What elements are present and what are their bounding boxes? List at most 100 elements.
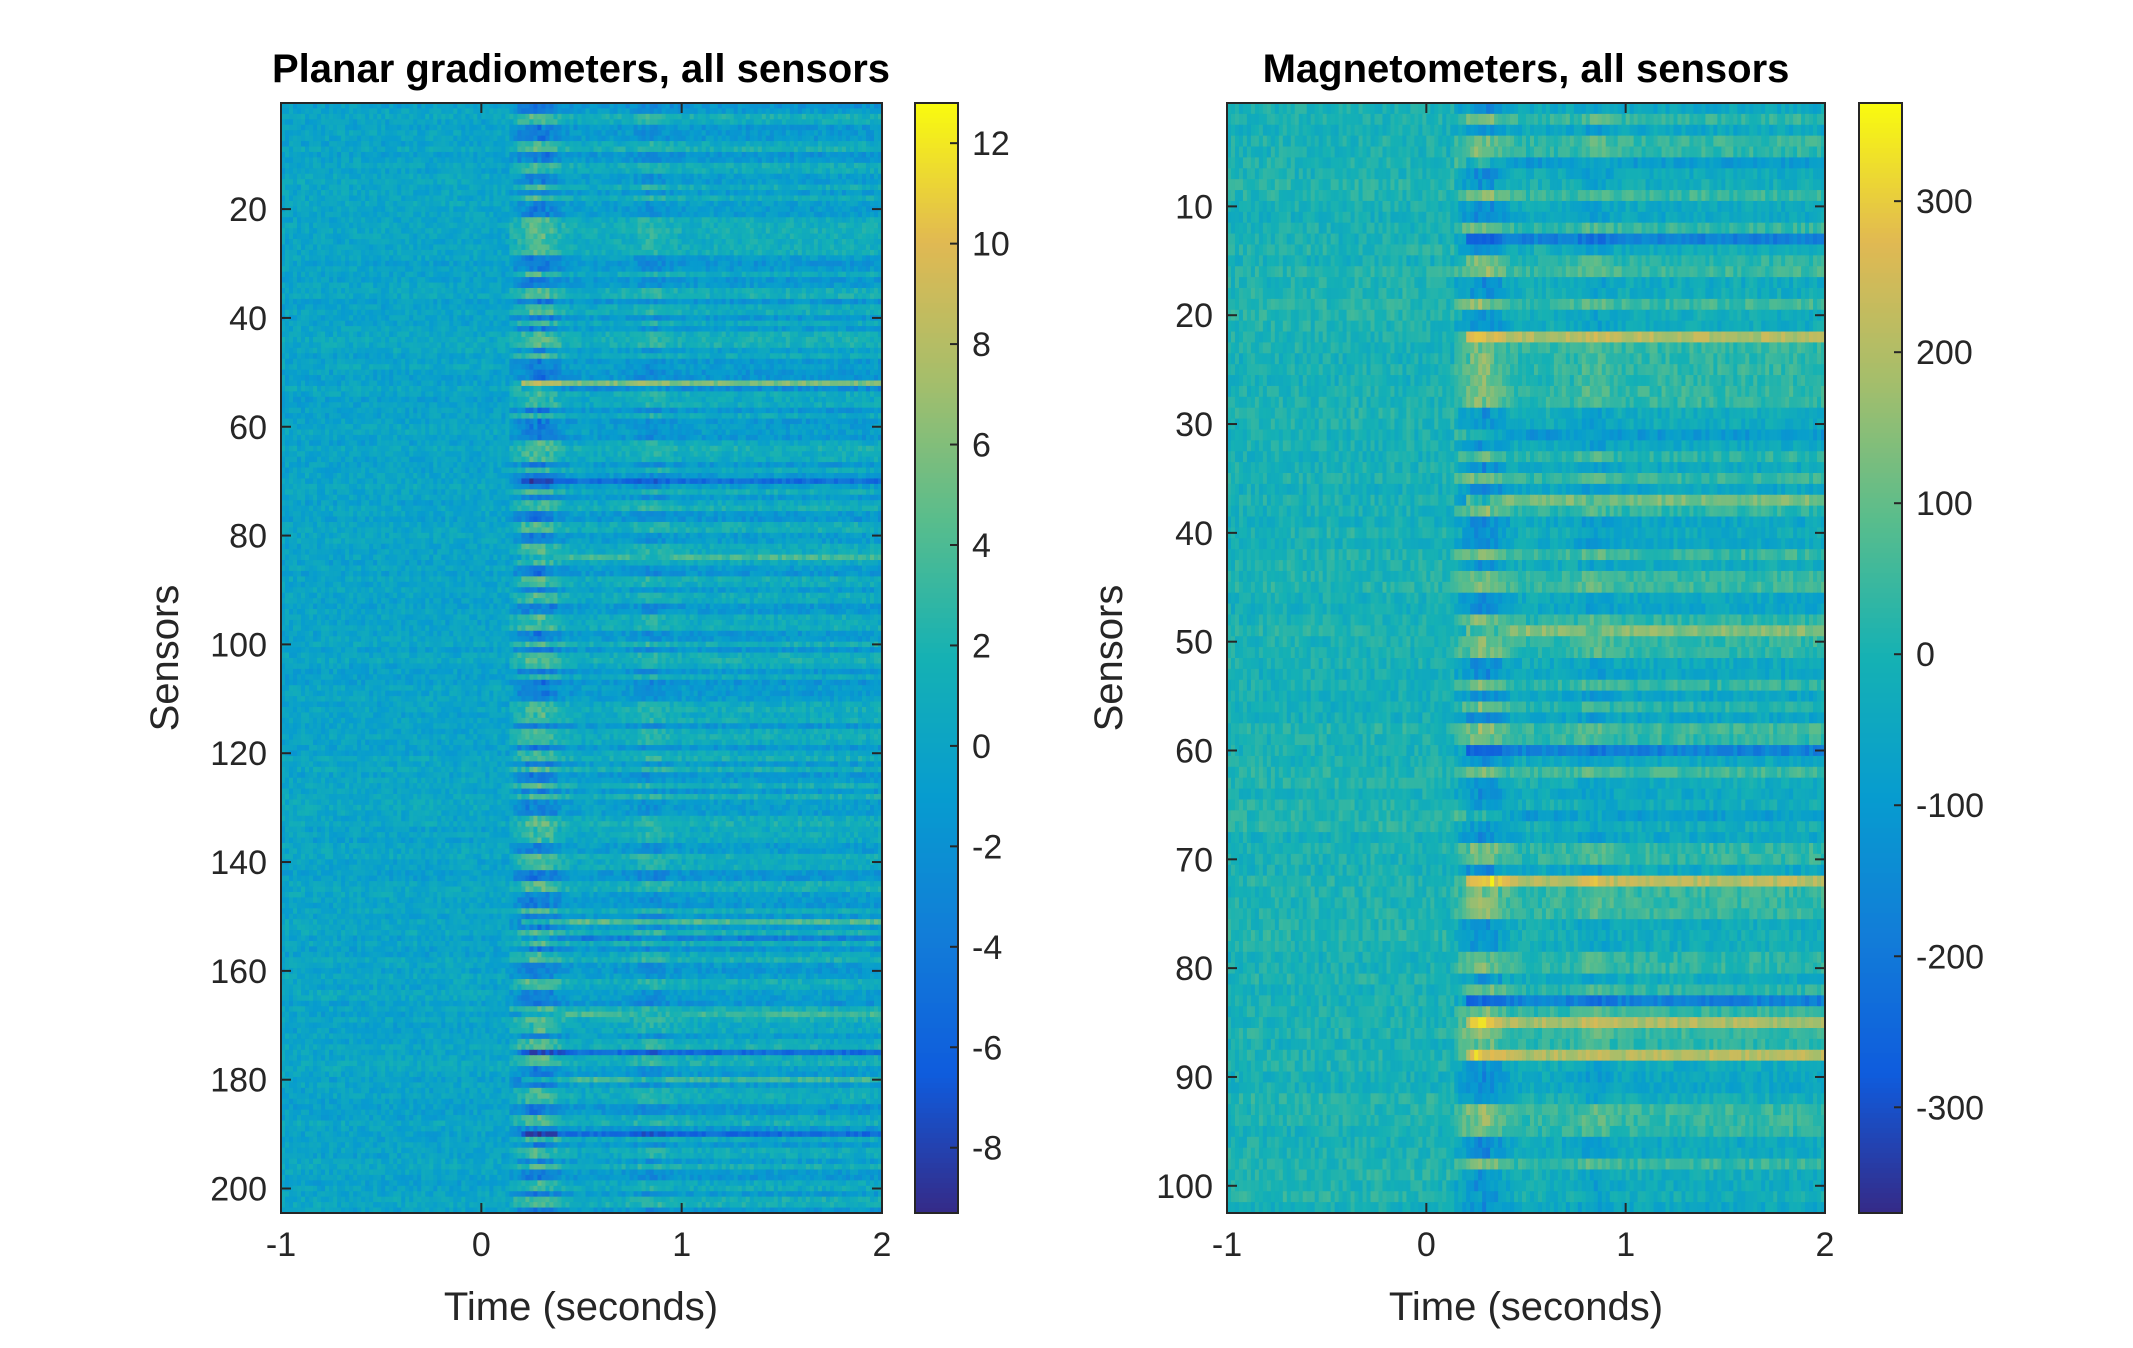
heatmap-cell	[317, 277, 322, 283]
heatmap-cell	[634, 266, 639, 272]
heatmap-cell	[822, 277, 827, 283]
heatmap-cell	[810, 206, 815, 212]
heatmap-cell	[349, 163, 354, 169]
heatmap-cell	[626, 206, 631, 212]
heatmap-cell	[333, 152, 338, 158]
heatmap-cell	[517, 125, 522, 131]
heatmap-cell	[517, 201, 522, 207]
heatmap-cell	[461, 217, 466, 223]
heatmap-cell	[389, 255, 394, 261]
heatmap-cell	[626, 190, 631, 196]
heatmap-cell	[802, 130, 807, 136]
heatmap-cell	[429, 179, 434, 185]
heatmap-cell	[842, 190, 847, 196]
heatmap-cell	[790, 196, 795, 202]
heatmap-cell	[461, 244, 466, 250]
heatmap-cell	[309, 272, 314, 278]
heatmap-cell	[730, 250, 735, 256]
heatmap-cell	[626, 266, 631, 272]
heatmap-cell	[870, 255, 875, 261]
heatmap-cell	[449, 119, 454, 125]
heatmap-cell	[317, 147, 322, 153]
heatmap-cell	[702, 179, 707, 185]
heatmap-cell	[842, 130, 847, 136]
heatmap-cell	[718, 190, 723, 196]
heatmap-cell	[457, 163, 462, 169]
heatmap-cell	[750, 147, 755, 153]
heatmap-cell	[425, 206, 430, 212]
heatmap-cell	[457, 130, 462, 136]
heatmap-cell	[413, 272, 418, 278]
heatmap-cell	[449, 206, 454, 212]
heatmap-cell	[690, 125, 695, 131]
heatmap-cell	[646, 163, 651, 169]
heatmap-cell	[626, 179, 631, 185]
heatmap-cell	[750, 261, 755, 267]
heatmap-cell	[594, 234, 599, 240]
heatmap-cell	[305, 136, 310, 142]
heatmap-cell	[429, 190, 434, 196]
heatmap-cell	[525, 277, 530, 283]
heatmap-cell	[545, 272, 550, 278]
heatmap-cell	[774, 168, 779, 174]
heatmap-cell	[686, 119, 691, 125]
heatmap-cell	[485, 255, 490, 261]
heatmap-cell	[321, 272, 326, 278]
heatmap-cell	[369, 130, 374, 136]
heatmap-cell	[557, 174, 562, 180]
heatmap-cell	[449, 141, 454, 147]
heatmap-cell	[381, 185, 386, 191]
heatmap-cell	[309, 108, 314, 114]
heatmap-cell	[401, 125, 406, 131]
heatmap-cell	[437, 147, 442, 153]
heatmap-cell	[481, 114, 486, 120]
heatmap-cell	[509, 196, 514, 202]
heatmap-cell	[425, 266, 430, 272]
heatmap-cell	[405, 228, 410, 234]
heatmap-cell	[425, 125, 430, 131]
heatmap-cell	[762, 163, 767, 169]
heatmap-cell	[305, 234, 310, 240]
heatmap-cell	[429, 196, 434, 202]
heatmap-cell	[594, 255, 599, 261]
heatmap-cell	[778, 152, 783, 158]
heatmap-cell	[325, 261, 330, 267]
heatmap-cell	[834, 179, 839, 185]
heatmap-cell	[598, 185, 603, 191]
heatmap-cell	[810, 190, 815, 196]
heatmap-cell	[706, 190, 711, 196]
heatmap-cell	[413, 136, 418, 142]
heatmap-cell	[842, 141, 847, 147]
heatmap-cell	[750, 130, 755, 136]
heatmap-cell	[353, 185, 358, 191]
heatmap-cell	[337, 136, 342, 142]
heatmap-cell	[505, 147, 510, 153]
heatmap-cell	[622, 174, 627, 180]
heatmap-cell	[842, 168, 847, 174]
heatmap-cell	[509, 190, 514, 196]
heatmap-cell	[770, 261, 775, 267]
heatmap-cell	[618, 277, 623, 283]
heatmap-cell	[642, 136, 647, 142]
heatmap-cell	[309, 196, 314, 202]
heatmap-cell	[710, 152, 715, 158]
heatmap-cell	[602, 141, 607, 147]
heatmap-cell	[862, 185, 867, 191]
heatmap-cell	[405, 217, 410, 223]
heatmap-cell	[477, 179, 482, 185]
heatmap-cell	[317, 234, 322, 240]
heatmap-cell	[846, 185, 851, 191]
heatmap-cell	[786, 190, 791, 196]
heatmap-cell	[493, 212, 498, 218]
heatmap-cell	[373, 179, 378, 185]
heatmap-cell	[678, 114, 683, 120]
heatmap-cell	[457, 108, 462, 114]
heatmap-cell	[489, 250, 494, 256]
heatmap-cell	[321, 283, 326, 289]
heatmap-cell	[622, 261, 627, 267]
heatmap-cell	[690, 206, 695, 212]
heatmap-cell	[345, 168, 350, 174]
heatmap-cell	[806, 119, 811, 125]
heatmap-cell	[654, 147, 659, 153]
heatmap-cell	[333, 147, 338, 153]
